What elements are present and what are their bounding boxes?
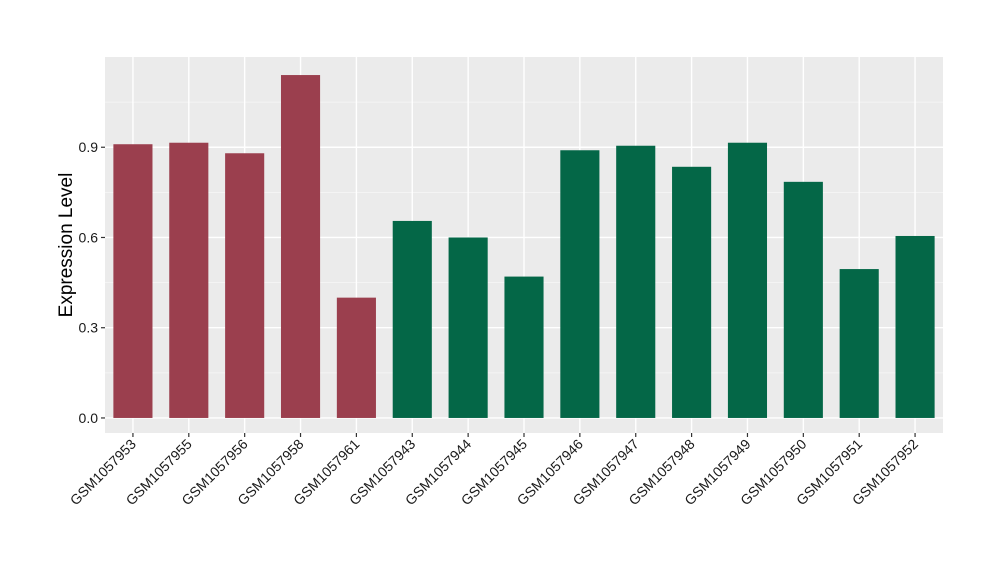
bar — [504, 276, 544, 418]
bar — [672, 166, 712, 418]
y-axis: 0.0 0.3 0.6 0.9 — [79, 139, 105, 426]
bar — [225, 153, 265, 418]
bar — [392, 220, 432, 418]
y-tick-label: 0.6 — [79, 229, 99, 245]
bar — [280, 75, 321, 418]
y-tick-label: 0.9 — [79, 139, 99, 155]
bar — [783, 181, 823, 418]
y-tick-label: 0.3 — [79, 320, 99, 336]
bar — [839, 269, 879, 418]
bar — [727, 142, 768, 418]
bar — [336, 297, 376, 418]
y-axis-title: Expression Level — [56, 173, 77, 318]
bar — [113, 144, 153, 418]
y-tick-label: 0.0 — [79, 410, 99, 426]
x-axis: GSM1057953GSM1057955GSM1057956GSM1057958… — [67, 433, 921, 508]
bar — [895, 235, 935, 418]
bar — [169, 142, 209, 418]
bar — [560, 150, 600, 418]
bars — [113, 75, 935, 418]
bar — [616, 145, 656, 418]
bar — [448, 237, 488, 418]
